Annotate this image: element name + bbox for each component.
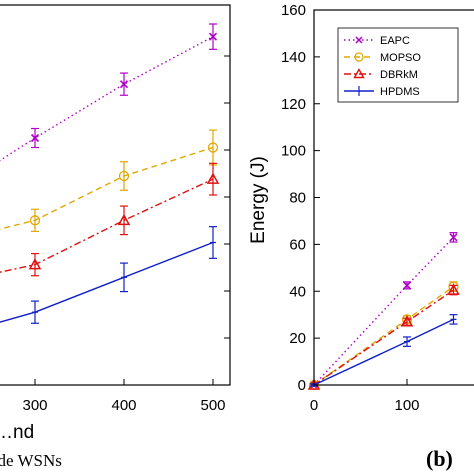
y-tick-label: 140: [281, 49, 306, 66]
data-point-eapc: [119, 80, 129, 89]
series-line-mopso: [0, 146, 214, 230]
y-tick-label: 60: [289, 236, 306, 253]
y-tick-label: 100: [281, 143, 306, 160]
data-point-eapc: [449, 233, 458, 242]
series-line-eapc: [313, 236, 455, 386]
data-point-mopso: [118, 170, 130, 182]
y-tick-label: 40: [289, 283, 306, 300]
x-tick-label: 0: [310, 397, 318, 414]
legend: EAPC MOPSO DBRkM HPDMS: [337, 27, 459, 103]
y-tick-label: 80: [289, 190, 306, 207]
panel-label-b: (b): [426, 446, 453, 471]
data-point-mopso: [29, 215, 41, 226]
series-line-eapc: [0, 36, 214, 162]
x-tick-label: 300: [22, 397, 47, 414]
right-plot-area: [307, 232, 460, 391]
data-point-eapc: [402, 281, 412, 290]
left-caption: …ode WSNs: [0, 451, 62, 470]
data-point-eapc: [30, 133, 40, 143]
y-tick-label: 160: [281, 2, 306, 19]
right-ticks: 0 100 0 20 40 60 80 100 120 140 160: [281, 2, 420, 414]
data-point-dbrkm: [206, 172, 220, 184]
series-line-hpdms: [313, 318, 454, 386]
legend-label-mopso: MOPSO: [380, 52, 421, 64]
data-point-dbrkm: [400, 315, 414, 327]
y-tick-label: 20: [289, 330, 306, 347]
series-line-dbrkm: [313, 289, 454, 386]
data-point-dbrkm: [28, 258, 42, 270]
left-xlabel: …nd: [0, 422, 34, 443]
data-point-dbrkm: [117, 213, 131, 226]
y-tick-label: 120: [281, 96, 306, 113]
x-tick-label: 400: [111, 397, 136, 414]
data-point-dbrkm: [447, 283, 460, 295]
y-tick-label: 0: [298, 377, 306, 394]
left-plot-area: [0, 23, 220, 324]
legend-label-dbrkm: DBRkM: [380, 69, 418, 81]
legend-label-eapc: EAPC: [380, 35, 410, 47]
data-point-eapc: [208, 32, 218, 41]
right-panel: 0 100 0 20 40 60 80 100 120 140 160 Energy (J) EAP…: [248, 2, 474, 471]
legend-marker-mopso: [354, 52, 364, 62]
legend-marker-dbrkm: [353, 68, 365, 79]
left-plot-frame: [0, 4, 231, 386]
data-point-mopso: [207, 142, 219, 153]
legend-marker-eapc: [355, 36, 363, 44]
series-line-dbrkm: [0, 178, 214, 273]
right-ylabel: Energy (J): [248, 156, 269, 244]
left-ticks: 300 400 500: [22, 55, 230, 414]
left-panel: 300 400 500 …nd …ode WSNs: [0, 4, 231, 470]
series-line-hpdms: [0, 241, 214, 323]
x-tick-label: 500: [200, 397, 225, 414]
legend-label-hpdms: HPDMS: [380, 86, 420, 98]
x-tick-label: 100: [394, 397, 419, 414]
